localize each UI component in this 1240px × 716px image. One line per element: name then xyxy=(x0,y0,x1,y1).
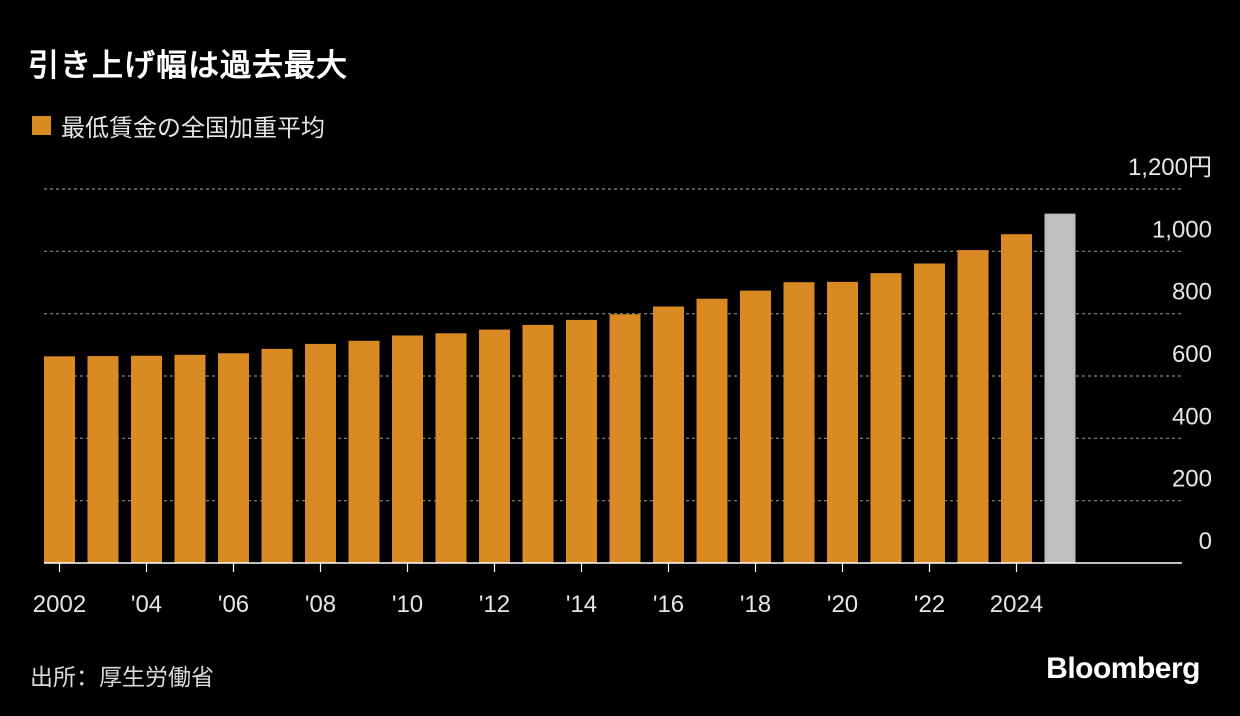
bar xyxy=(131,355,162,563)
bar xyxy=(783,282,815,563)
y-tick-label: 0 xyxy=(1199,528,1212,555)
bloomberg-logo: Bloomberg xyxy=(1046,652,1200,685)
bar xyxy=(609,314,641,563)
legend-swatch xyxy=(32,116,51,135)
y-tick-label: 400 xyxy=(1172,403,1212,430)
source-note: 出所：厚生労働省 xyxy=(30,665,214,691)
y-tick-label: 1,000 xyxy=(1152,216,1212,243)
bar xyxy=(348,340,380,563)
y-tick-label: 200 xyxy=(1172,466,1212,493)
x-tick-label: '04 xyxy=(131,591,162,618)
y-tick-label: 600 xyxy=(1172,341,1212,368)
x-tick-label: '22 xyxy=(914,591,945,618)
legend: 最低賃金の全国加重平均 xyxy=(32,108,325,143)
x-tick-label: 2002 xyxy=(33,591,86,618)
bar xyxy=(44,356,75,563)
bar xyxy=(435,333,467,563)
x-tick-label: '10 xyxy=(392,591,423,618)
x-tick-label: '16 xyxy=(653,591,684,618)
bar xyxy=(218,353,249,563)
bar xyxy=(914,263,945,563)
bar xyxy=(261,348,293,563)
x-tick-label: '18 xyxy=(740,591,771,618)
bar xyxy=(1044,213,1076,563)
x-tick-label: '06 xyxy=(218,591,249,618)
bar xyxy=(696,298,728,563)
x-tick-label: '08 xyxy=(305,591,336,618)
y-tick-label: 1,200円 xyxy=(1128,154,1212,181)
bar xyxy=(957,250,989,563)
x-tick-label: 2024 xyxy=(990,591,1043,618)
legend-label: 最低賃金の全国加重平均 xyxy=(61,114,325,142)
bar xyxy=(653,306,684,563)
bar xyxy=(392,335,423,563)
bar xyxy=(305,343,336,563)
x-tick-label: '12 xyxy=(479,591,510,618)
chart-title: 引き上げ幅は過去最大 xyxy=(28,48,348,84)
bar xyxy=(479,329,510,563)
bar xyxy=(740,290,771,563)
bar xyxy=(566,319,597,563)
x-tick-label: '20 xyxy=(827,591,858,618)
bar xyxy=(87,356,119,563)
bar xyxy=(827,281,858,563)
bar xyxy=(870,273,902,563)
y-tick-label: 800 xyxy=(1172,279,1212,306)
x-tick-label: '14 xyxy=(566,591,597,618)
bar xyxy=(174,354,206,563)
bar xyxy=(522,324,554,563)
bar xyxy=(1001,234,1032,564)
